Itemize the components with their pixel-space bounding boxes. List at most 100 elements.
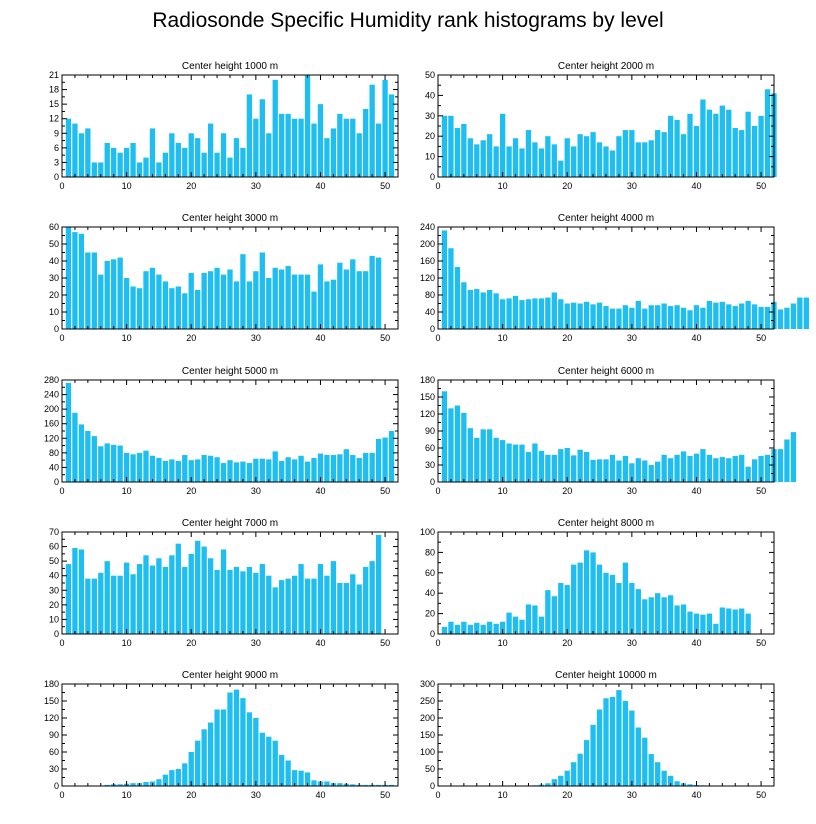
y-tick-label: 200	[420, 239, 435, 249]
bar	[201, 152, 207, 177]
bar	[545, 136, 551, 177]
bar	[311, 123, 317, 177]
bar	[448, 621, 454, 634]
bar	[375, 439, 382, 482]
y-tick-label: 0	[430, 781, 435, 791]
bar	[512, 616, 519, 634]
y-tick-label: 0	[54, 172, 59, 182]
bar	[551, 292, 557, 329]
x-tick-label: 20	[562, 638, 572, 648]
y-tick-label: 50	[49, 556, 59, 566]
y-tick-label: 60	[425, 568, 435, 578]
bar	[467, 138, 473, 177]
bar	[642, 737, 648, 786]
bar	[253, 271, 259, 329]
x-tick-label: 40	[315, 486, 325, 496]
bar	[571, 302, 577, 329]
bar	[661, 132, 667, 177]
bar	[98, 446, 104, 482]
x-tick-label: 30	[627, 181, 637, 191]
bar	[680, 451, 687, 482]
bar	[233, 566, 240, 634]
bar	[111, 259, 117, 329]
bar	[558, 775, 564, 786]
bar	[577, 449, 583, 482]
bar	[661, 770, 667, 786]
bar	[674, 305, 680, 329]
x-tick-label: 0	[435, 638, 440, 648]
x-tick-label: 30	[251, 333, 261, 343]
bar	[551, 596, 557, 634]
bar	[571, 146, 577, 177]
y-tick-label: 60	[49, 747, 59, 757]
bar	[317, 453, 324, 482]
bar	[311, 780, 317, 786]
y-tick-label: 70	[49, 527, 59, 537]
bar	[175, 460, 181, 482]
y-tick-label: 180	[420, 375, 435, 385]
bar	[259, 252, 265, 329]
bar	[298, 455, 304, 482]
bar	[506, 612, 512, 634]
bar	[700, 307, 706, 329]
bar	[324, 781, 330, 786]
bar	[467, 624, 473, 634]
x-tick-label: 20	[186, 638, 196, 648]
bar	[143, 157, 149, 177]
bar	[596, 459, 603, 482]
bar	[635, 458, 641, 482]
bar	[532, 605, 538, 634]
bar	[375, 123, 382, 177]
bar	[240, 254, 246, 329]
bar	[130, 783, 136, 786]
bar	[240, 698, 246, 786]
y-tick-label: 20	[49, 290, 59, 300]
bar	[609, 454, 616, 482]
bar	[603, 459, 609, 482]
bar	[207, 722, 214, 786]
x-tick-label: 40	[691, 181, 701, 191]
bar	[279, 269, 285, 329]
bar	[583, 550, 590, 634]
bar	[207, 558, 214, 634]
bar	[448, 115, 454, 177]
x-tick-label: 50	[756, 486, 766, 496]
bar	[156, 274, 162, 329]
panel-3: Center height 3000 m 0 10 20 30 40 50 0 10 20 30 40…	[49, 213, 399, 343]
bar	[182, 293, 188, 329]
bar	[98, 162, 104, 177]
y-tick-label: 60	[425, 443, 435, 453]
bar	[363, 784, 369, 786]
bar	[356, 457, 362, 482]
bar	[519, 444, 525, 482]
bar	[279, 580, 285, 634]
bar	[506, 298, 512, 329]
bar	[304, 274, 311, 329]
bar	[343, 118, 349, 177]
bar	[480, 624, 486, 634]
bar	[233, 462, 240, 482]
bar	[330, 455, 337, 482]
x-tick-label: 40	[691, 638, 701, 648]
x-tick-label: 0	[435, 181, 440, 191]
bar	[577, 134, 583, 177]
bar	[635, 142, 641, 177]
x-tick-label: 10	[498, 333, 508, 343]
bar	[111, 575, 117, 634]
bar	[350, 455, 356, 482]
bar	[317, 564, 324, 634]
bar	[117, 784, 123, 786]
bar	[363, 109, 369, 177]
bar	[745, 466, 751, 482]
bar	[169, 133, 175, 177]
bar	[558, 583, 564, 634]
y-tick-label: 40	[49, 256, 59, 266]
bar	[369, 255, 375, 329]
bar	[136, 162, 143, 177]
y-tick-label: 0	[430, 172, 435, 182]
bar	[803, 297, 809, 329]
bar	[324, 575, 330, 634]
bar	[667, 595, 674, 634]
bar	[279, 460, 285, 482]
bar	[616, 690, 622, 786]
